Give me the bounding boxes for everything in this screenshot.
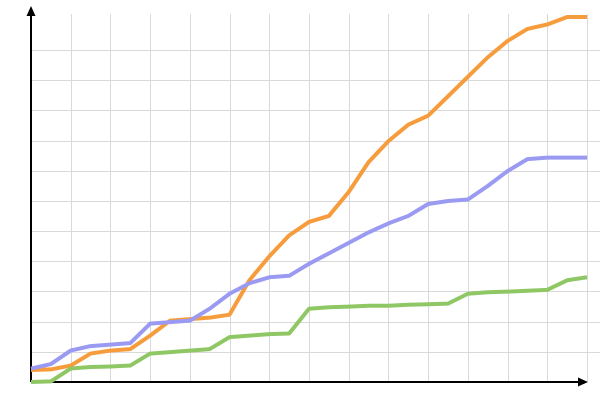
data-series-group [30,14,588,384]
series-line-purple-series [30,155,587,371]
x-axis-arrow-icon [578,377,588,387]
series-line-orange-series [30,14,587,373]
series-line-green-series [30,275,588,384]
y-axis-arrow-icon [26,6,36,16]
chart-axes [26,6,588,387]
